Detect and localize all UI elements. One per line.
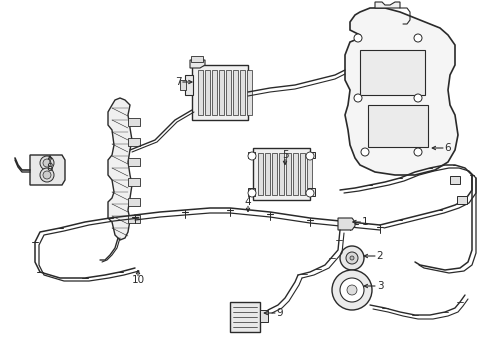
Bar xyxy=(258,153,263,195)
Text: 3: 3 xyxy=(377,281,383,291)
Circle shape xyxy=(332,270,372,310)
Polygon shape xyxy=(30,155,65,185)
Polygon shape xyxy=(128,178,140,186)
Polygon shape xyxy=(190,60,205,68)
Circle shape xyxy=(248,189,256,197)
Circle shape xyxy=(347,285,357,295)
Bar xyxy=(293,153,298,195)
Polygon shape xyxy=(230,302,260,332)
Bar xyxy=(212,70,217,115)
Polygon shape xyxy=(308,188,315,196)
Polygon shape xyxy=(128,138,140,146)
Polygon shape xyxy=(185,75,193,95)
Polygon shape xyxy=(260,310,268,322)
Text: 10: 10 xyxy=(131,275,145,285)
Bar xyxy=(240,70,245,115)
Circle shape xyxy=(414,148,422,156)
Circle shape xyxy=(361,148,369,156)
Circle shape xyxy=(354,34,362,42)
Text: 4: 4 xyxy=(245,197,251,207)
Polygon shape xyxy=(375,2,400,8)
Polygon shape xyxy=(128,215,140,223)
Circle shape xyxy=(43,171,51,179)
Text: 5: 5 xyxy=(282,150,288,160)
Circle shape xyxy=(306,189,314,197)
Bar xyxy=(279,153,284,195)
Bar xyxy=(272,153,277,195)
Text: 7: 7 xyxy=(175,77,181,87)
Polygon shape xyxy=(345,8,458,175)
Circle shape xyxy=(414,94,422,102)
Circle shape xyxy=(248,152,256,160)
Polygon shape xyxy=(248,188,255,196)
Bar xyxy=(198,70,203,115)
Circle shape xyxy=(306,152,314,160)
Bar xyxy=(226,70,231,115)
Circle shape xyxy=(414,34,422,42)
Bar xyxy=(205,70,210,115)
Polygon shape xyxy=(128,198,140,206)
Bar xyxy=(300,153,305,195)
Polygon shape xyxy=(248,152,255,158)
Bar xyxy=(191,56,203,62)
Polygon shape xyxy=(192,65,248,120)
Polygon shape xyxy=(253,148,310,200)
Circle shape xyxy=(40,168,54,182)
Polygon shape xyxy=(457,196,467,204)
Polygon shape xyxy=(338,218,355,230)
Polygon shape xyxy=(128,118,140,126)
Text: 1: 1 xyxy=(362,217,368,227)
Circle shape xyxy=(346,252,358,264)
Polygon shape xyxy=(308,152,315,158)
Text: 9: 9 xyxy=(277,308,283,318)
Bar xyxy=(219,70,224,115)
Bar xyxy=(360,50,425,95)
Circle shape xyxy=(350,256,354,260)
Circle shape xyxy=(40,156,54,170)
Bar xyxy=(368,105,428,147)
Text: 2: 2 xyxy=(377,251,383,261)
Bar xyxy=(307,153,312,195)
Bar xyxy=(180,80,186,90)
Text: 8: 8 xyxy=(47,163,53,173)
Bar xyxy=(265,153,270,195)
Bar xyxy=(233,70,238,115)
Polygon shape xyxy=(128,158,140,166)
Circle shape xyxy=(354,94,362,102)
Text: 6: 6 xyxy=(445,143,451,153)
Bar xyxy=(286,153,291,195)
Bar xyxy=(247,70,252,115)
Polygon shape xyxy=(108,98,132,240)
Circle shape xyxy=(340,246,364,270)
Circle shape xyxy=(43,159,51,167)
Circle shape xyxy=(340,278,364,302)
Polygon shape xyxy=(450,176,460,184)
